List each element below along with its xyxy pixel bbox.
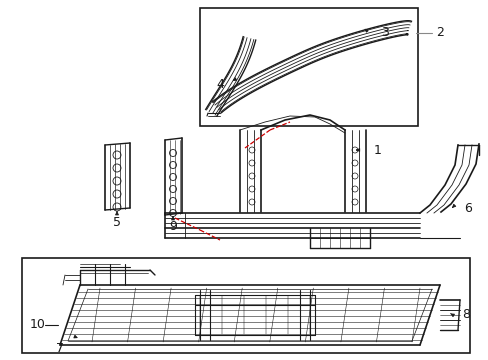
Text: 2: 2	[435, 27, 443, 40]
Text: 7: 7	[56, 342, 64, 356]
Text: 5: 5	[113, 216, 121, 229]
Bar	[22, 258, 469, 353]
Text: 10: 10	[30, 319, 46, 332]
Bar	[200, 8, 417, 126]
Text: 6: 6	[463, 202, 471, 215]
Text: 4: 4	[216, 78, 224, 91]
Text: 1: 1	[373, 144, 381, 157]
Text: 3: 3	[380, 27, 388, 40]
Text: 8: 8	[461, 309, 469, 321]
Text: 9: 9	[169, 220, 177, 234]
